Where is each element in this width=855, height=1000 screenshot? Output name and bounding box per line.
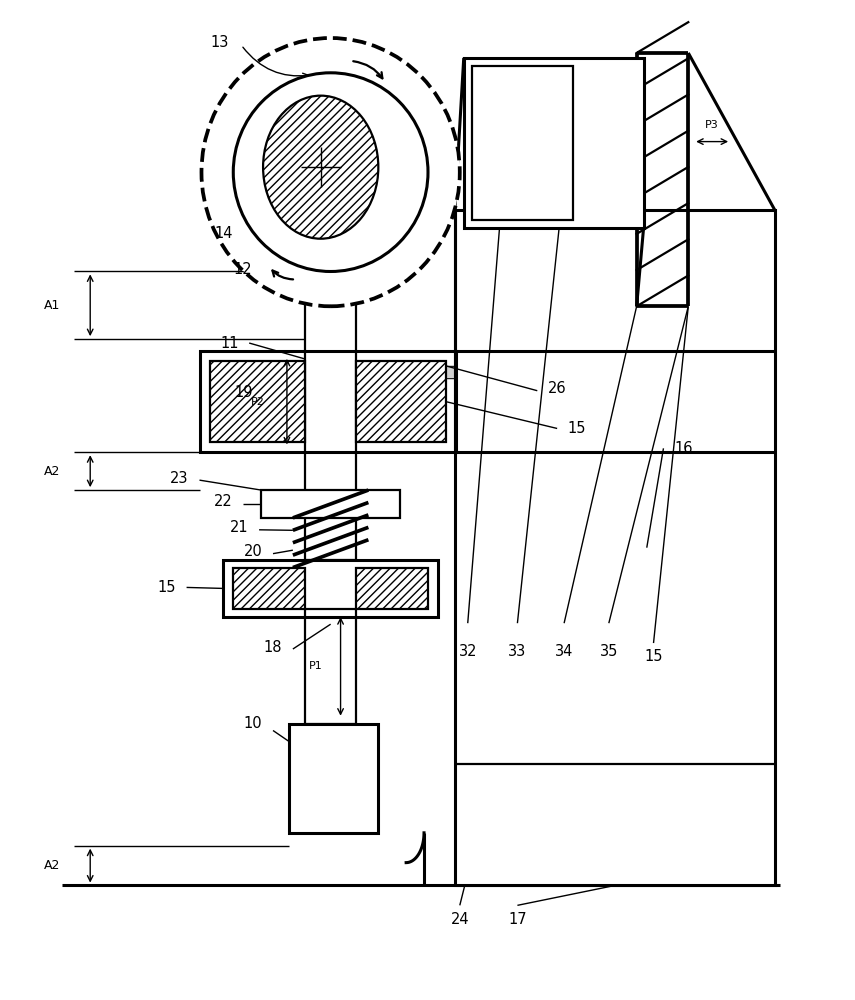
Bar bbox=[261, 490, 400, 518]
Bar bbox=[289, 724, 378, 833]
Bar bbox=[200, 351, 456, 452]
Text: 19: 19 bbox=[234, 385, 252, 400]
Text: 16: 16 bbox=[674, 441, 693, 456]
Text: 26: 26 bbox=[548, 381, 567, 396]
Bar bbox=[455, 210, 775, 885]
Text: A2: A2 bbox=[44, 859, 61, 872]
Text: 11: 11 bbox=[220, 336, 239, 351]
Text: P1: P1 bbox=[309, 661, 322, 671]
Text: 24: 24 bbox=[451, 912, 469, 927]
Bar bbox=[357, 361, 445, 442]
Text: 10: 10 bbox=[244, 716, 262, 731]
Text: A2: A2 bbox=[44, 465, 61, 478]
Bar bbox=[233, 568, 304, 609]
Text: P3: P3 bbox=[705, 120, 719, 130]
Text: 32: 32 bbox=[458, 644, 477, 659]
Ellipse shape bbox=[202, 38, 460, 306]
Text: 34: 34 bbox=[555, 644, 574, 659]
Text: 21: 21 bbox=[230, 520, 249, 535]
Text: 15: 15 bbox=[157, 580, 176, 595]
Bar bbox=[445, 366, 455, 378]
Ellipse shape bbox=[263, 96, 378, 239]
Text: 12: 12 bbox=[234, 262, 252, 277]
Text: 13: 13 bbox=[210, 35, 228, 50]
Bar bbox=[463, 58, 644, 228]
Text: 18: 18 bbox=[263, 640, 282, 655]
Text: A1: A1 bbox=[44, 299, 61, 312]
Bar bbox=[223, 560, 438, 617]
Bar bbox=[357, 568, 428, 609]
Bar bbox=[304, 609, 357, 724]
Bar bbox=[472, 66, 574, 220]
Bar bbox=[304, 108, 357, 560]
Text: 15: 15 bbox=[645, 649, 663, 664]
Text: 14: 14 bbox=[214, 226, 233, 241]
Text: 33: 33 bbox=[508, 644, 527, 659]
Text: 20: 20 bbox=[244, 544, 262, 559]
Text: 35: 35 bbox=[599, 644, 618, 659]
Text: 22: 22 bbox=[214, 494, 233, 509]
Text: 15: 15 bbox=[568, 421, 587, 436]
Text: 23: 23 bbox=[170, 471, 189, 486]
Text: P2: P2 bbox=[251, 397, 265, 407]
Ellipse shape bbox=[233, 73, 428, 271]
Text: 17: 17 bbox=[508, 912, 527, 927]
Bar bbox=[210, 361, 304, 442]
